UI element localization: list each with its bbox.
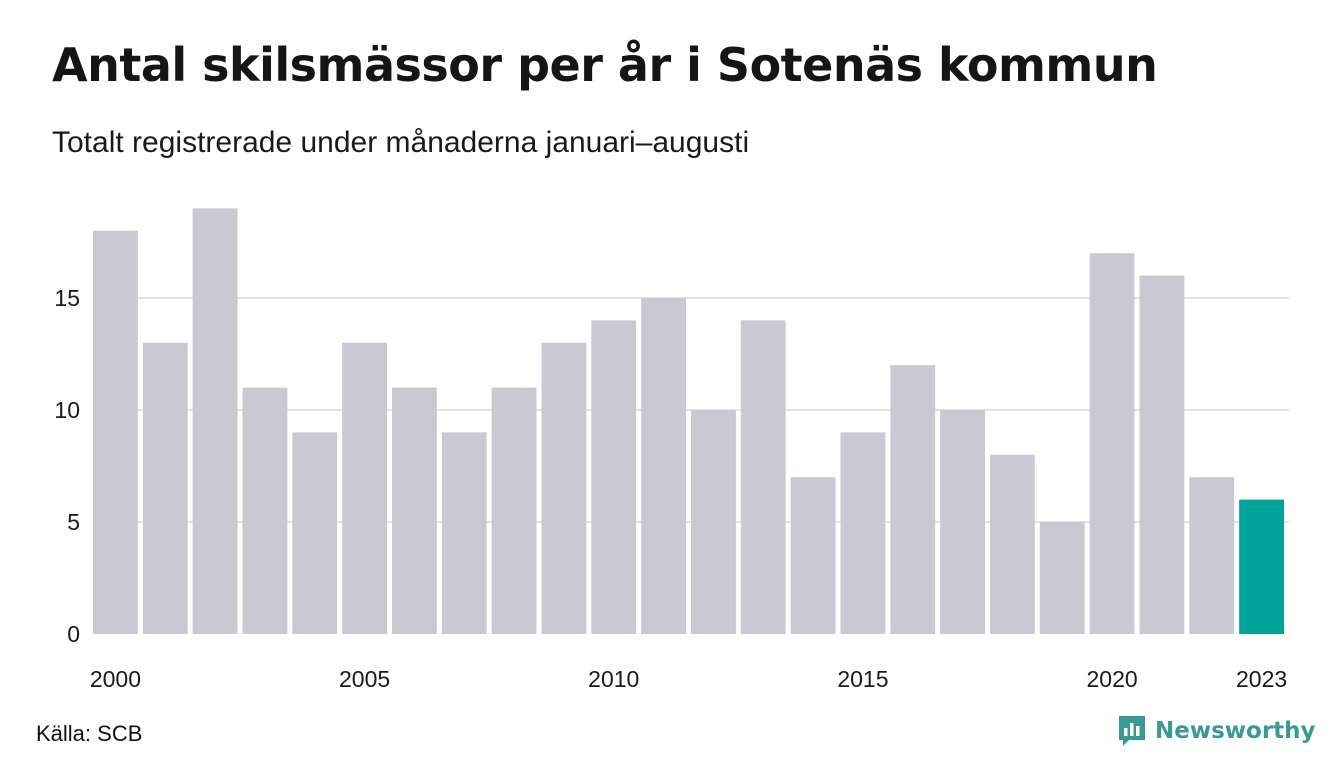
bar-2001 bbox=[142, 342, 188, 634]
source-note: Källa: SCB bbox=[36, 721, 143, 746]
x-tick-label: 2023 bbox=[1236, 666, 1287, 692]
bar-2009 bbox=[541, 342, 587, 634]
bar-2015 bbox=[840, 432, 886, 634]
y-tick-label: 10 bbox=[54, 397, 80, 423]
chart-title: Antal skilsmässor per år i Sotenäs kommu… bbox=[52, 38, 1158, 92]
bar-2018 bbox=[990, 454, 1035, 634]
x-axis-ticks: 2000 2005 2010 2015 2020 2023 bbox=[90, 666, 1287, 692]
bar-2012 bbox=[691, 410, 736, 634]
x-tick-label: 2010 bbox=[588, 666, 639, 692]
bar-2023 bbox=[1239, 499, 1284, 634]
bar-2002 bbox=[192, 208, 238, 634]
x-tick-label: 2020 bbox=[1086, 666, 1137, 692]
y-tick-label: 15 bbox=[54, 285, 80, 311]
chart-subtitle: Totalt registrerade under månaderna janu… bbox=[52, 126, 750, 159]
bar-2008 bbox=[491, 387, 537, 634]
bar-2013 bbox=[740, 320, 786, 634]
x-tick-label: 2000 bbox=[90, 666, 141, 692]
bar-2003 bbox=[242, 387, 288, 634]
bar-2014 bbox=[790, 477, 836, 634]
bar-2000 bbox=[93, 230, 138, 635]
bar-2007 bbox=[441, 432, 487, 634]
bar-2020 bbox=[1089, 253, 1135, 634]
bar-2019 bbox=[1039, 522, 1085, 634]
y-axis-ticks: 0 5 10 15 bbox=[54, 285, 80, 647]
y-tick-label: 0 bbox=[67, 621, 80, 647]
bar-2021 bbox=[1139, 275, 1185, 634]
brand-name: Newsworthy bbox=[1155, 718, 1316, 744]
y-tick-label: 5 bbox=[67, 509, 80, 535]
x-tick-label: 2005 bbox=[339, 666, 390, 692]
bar-2005 bbox=[342, 342, 387, 634]
bars bbox=[93, 208, 1284, 635]
bar-2022 bbox=[1189, 477, 1235, 634]
bar-2016 bbox=[890, 365, 936, 634]
newsworthy-logo-icon bbox=[1119, 716, 1145, 746]
bar-2010 bbox=[591, 320, 637, 634]
bar-2004 bbox=[292, 432, 338, 634]
brand-logo: Newsworthy bbox=[1117, 714, 1316, 748]
bar-2006 bbox=[392, 387, 437, 634]
bar-2017 bbox=[940, 410, 985, 634]
x-tick-label: 2015 bbox=[837, 666, 888, 692]
bar-2011 bbox=[641, 298, 686, 634]
